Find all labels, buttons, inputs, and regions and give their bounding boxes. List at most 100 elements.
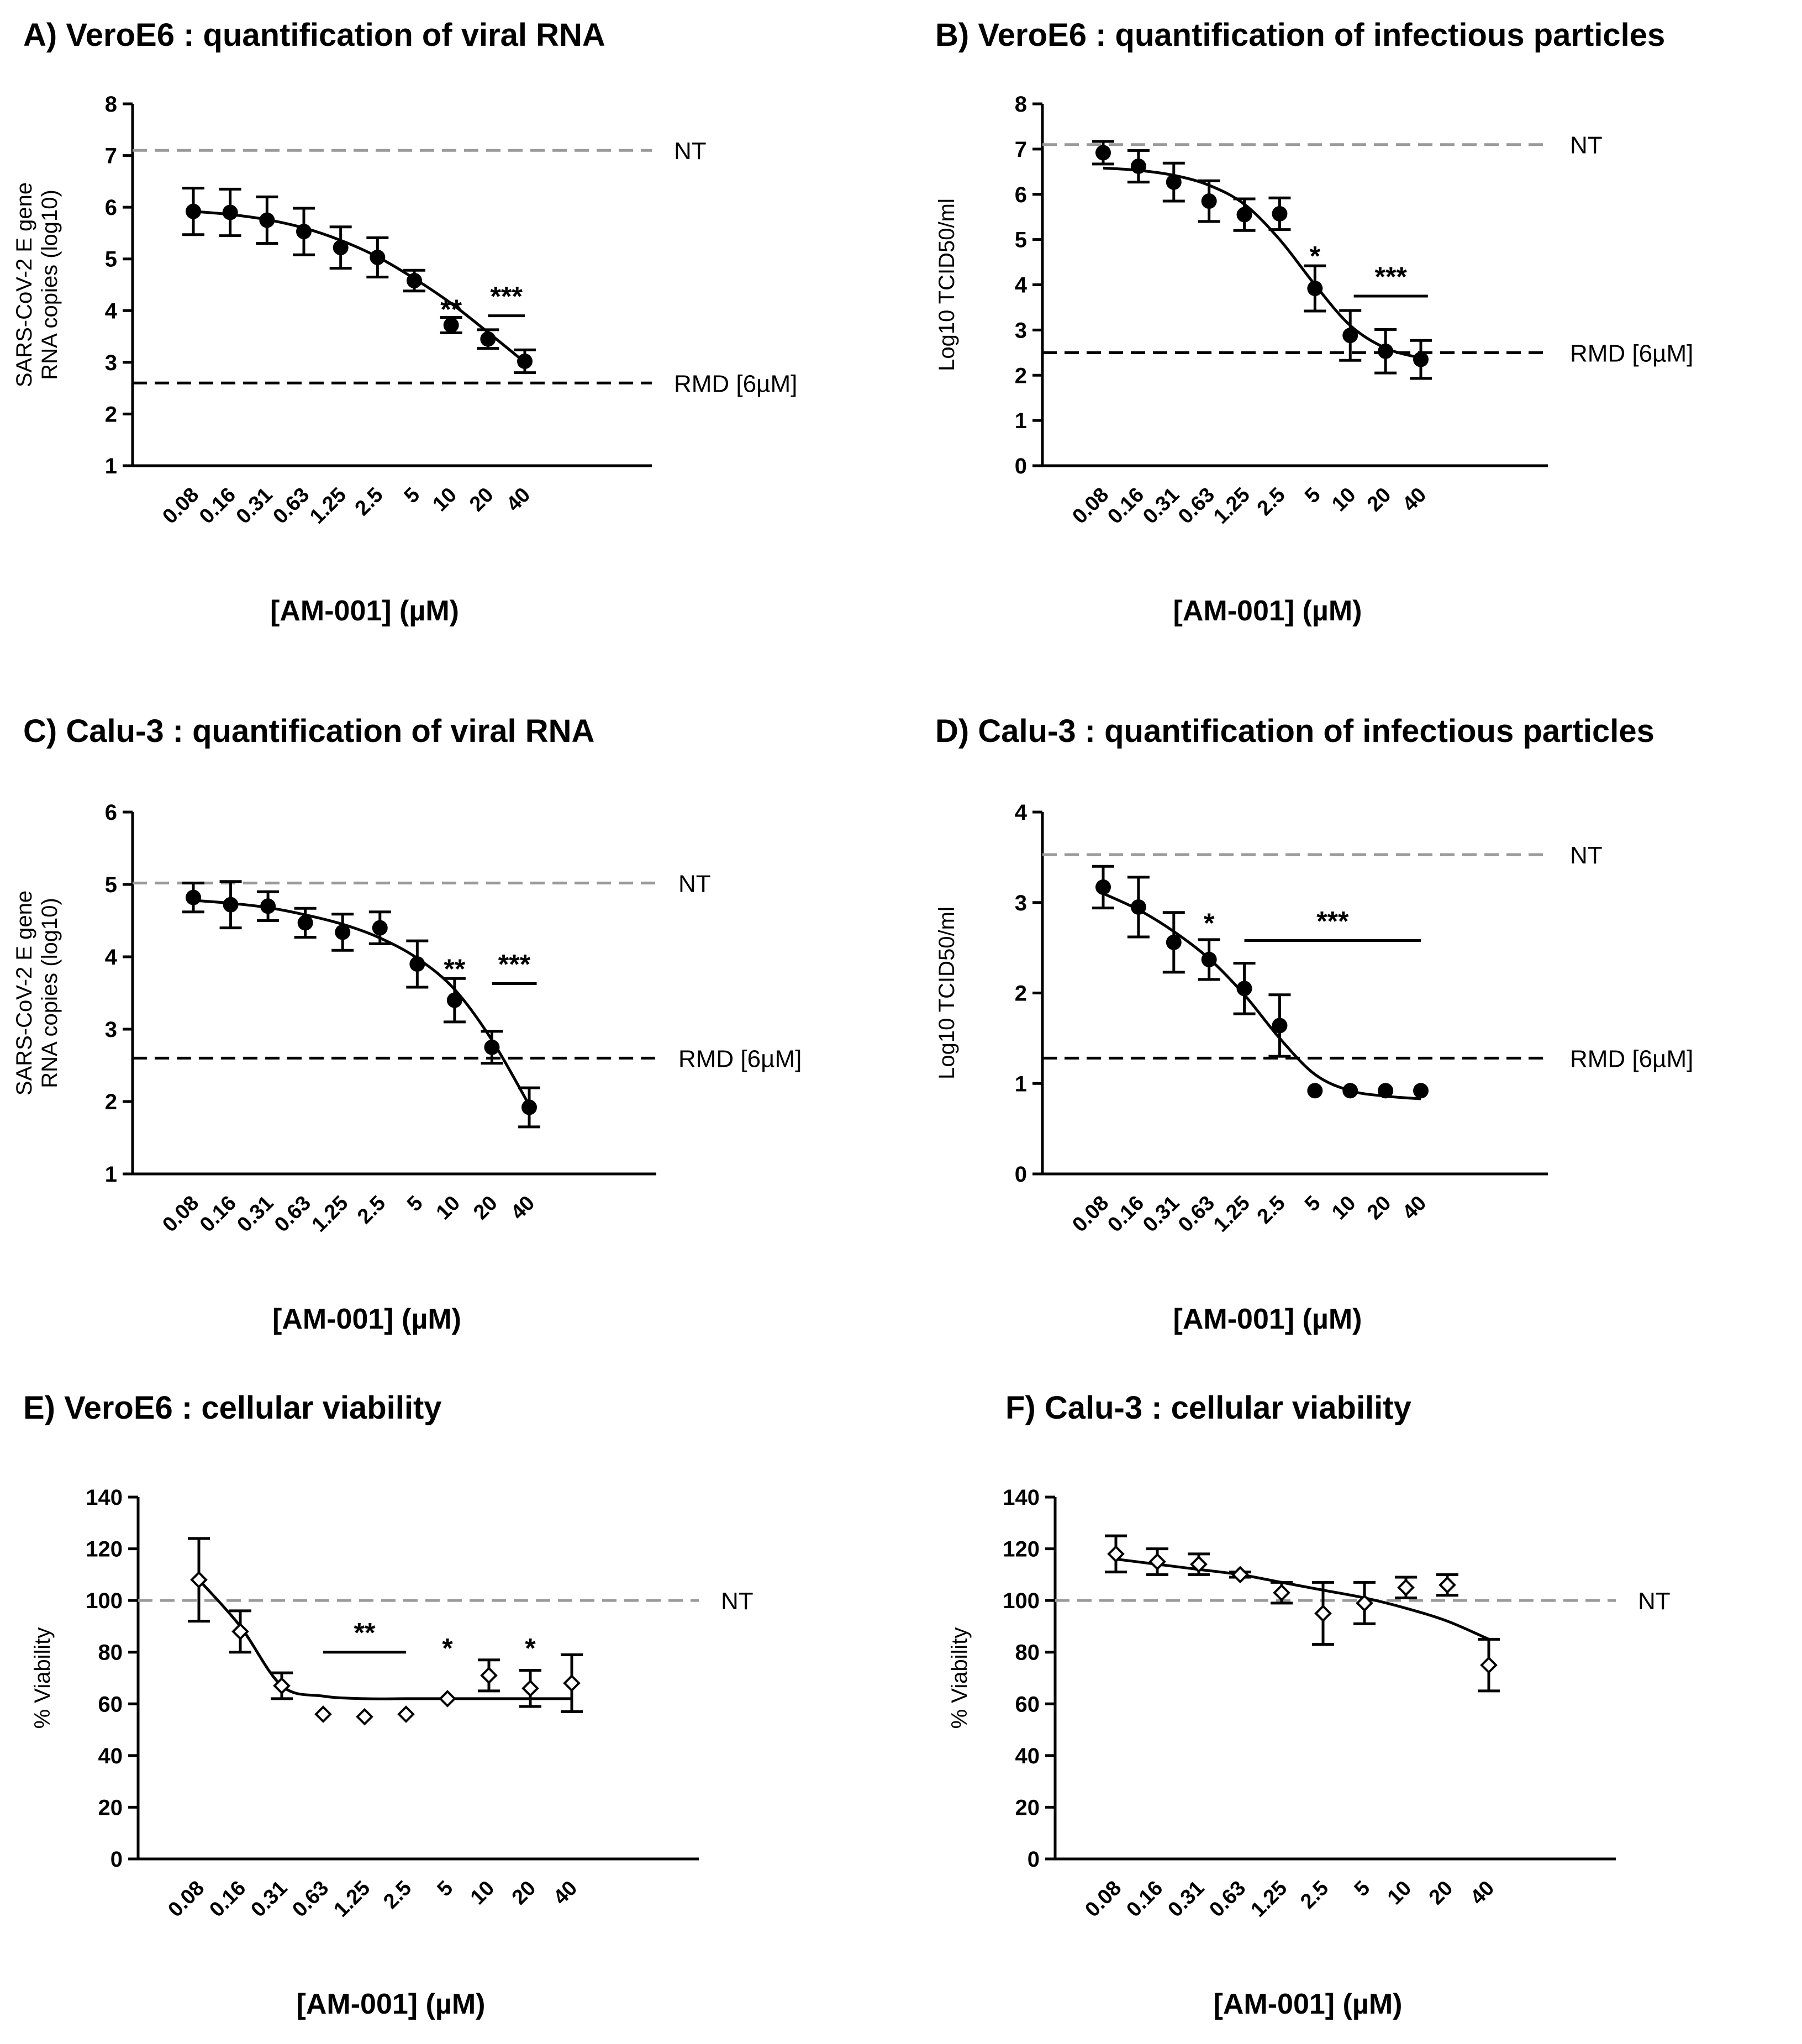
y-tick-label: 60 — [98, 1692, 123, 1716]
x-tick-label: 0.31 — [1163, 1877, 1209, 1922]
data-point — [1480, 1656, 1498, 1674]
data-point — [1314, 1604, 1332, 1622]
data-point — [517, 353, 533, 369]
y-tick-label: 100 — [1003, 1589, 1040, 1613]
y-tick-label: 5 — [1015, 228, 1027, 252]
data-point — [1107, 1545, 1125, 1563]
x-axis-label: [AM-001] (µM) — [1214, 1988, 1403, 2020]
y-axis-label: Log10 TCID50/ml — [935, 198, 959, 371]
x-tick-label: 20 — [1425, 1877, 1458, 1910]
y-tick-label: 1 — [1015, 1072, 1027, 1096]
data-point — [1231, 1566, 1249, 1584]
data-point — [1130, 158, 1146, 174]
x-tick-label: 0.16 — [1122, 1877, 1167, 1922]
significance-label: * — [1310, 240, 1321, 271]
fit-curve — [1115, 1557, 1490, 1641]
significance-label: ** — [354, 1618, 376, 1648]
y-tick-label: 0 — [110, 1847, 123, 1872]
x-tick-label: 1.25 — [1246, 1877, 1292, 1922]
y-tick-label: 5 — [105, 873, 117, 897]
panel-b-title: B) VeroE6 : quantification of infectious… — [935, 17, 1666, 53]
data-point — [446, 992, 462, 1008]
data-point — [1201, 193, 1217, 209]
data-point — [407, 273, 422, 289]
rmd-label: RMD [6µM] — [1570, 340, 1693, 367]
data-point — [186, 889, 201, 905]
data-point — [223, 897, 239, 913]
data-point — [1413, 1083, 1429, 1099]
data-point — [186, 203, 201, 219]
data-point — [190, 1571, 208, 1589]
data-point — [372, 920, 388, 936]
data-point — [296, 224, 312, 240]
data-point — [231, 1622, 249, 1641]
data-point — [1356, 1594, 1373, 1612]
y-tick-label: 4 — [1015, 273, 1028, 298]
data-point — [563, 1674, 581, 1692]
data-point — [273, 1677, 291, 1695]
data-point — [1378, 1083, 1394, 1099]
data-point — [409, 956, 425, 972]
y-axis-label: Log10 TCID50/ml — [935, 907, 959, 1079]
y-tick-label: 0 — [1015, 1162, 1027, 1187]
x-tick-label: 2.5 — [1296, 1877, 1333, 1914]
y-tick-label: 1 — [105, 1162, 117, 1187]
x-tick-label: 40 — [1466, 1877, 1499, 1910]
y-tick-label: 6 — [105, 196, 117, 220]
y-tick-label: 1 — [1015, 409, 1027, 433]
nt-label: NT — [678, 870, 711, 897]
data-point — [1397, 1578, 1415, 1597]
y-tick-label: 8 — [105, 92, 117, 117]
y-tick-label: 3 — [1015, 891, 1027, 915]
rmd-label: RMD [6µM] — [678, 1045, 802, 1072]
data-point — [1190, 1555, 1208, 1573]
panel-c-title: C) Calu-3 : quantification of viral RNA — [23, 713, 595, 749]
y-tick-label: 4 — [105, 945, 118, 970]
y-tick-label: 6 — [105, 800, 117, 825]
y-tick-label: 120 — [1003, 1537, 1040, 1562]
significance-label: ** — [440, 294, 462, 325]
data-point — [1307, 1083, 1323, 1099]
significance-label: *** — [1316, 906, 1349, 937]
data-point — [222, 204, 238, 220]
panel-e-title: E) VeroE6 : cellular viability — [23, 1390, 442, 1426]
data-point — [1413, 351, 1429, 367]
data-point — [1095, 145, 1111, 161]
fit-curve — [1103, 166, 1421, 360]
y-tick-label: 1 — [105, 454, 117, 478]
y-tick-label: 60 — [1015, 1692, 1040, 1716]
data-point — [1273, 1584, 1290, 1602]
y-tick-label: 0 — [1015, 454, 1027, 478]
data-point — [1342, 1083, 1358, 1099]
data-point — [356, 1708, 373, 1726]
significance-label: * — [525, 1633, 536, 1664]
data-point — [259, 212, 275, 228]
data-point — [1342, 328, 1358, 344]
data-point — [297, 915, 313, 931]
data-point — [1148, 1553, 1166, 1571]
significance-label: * — [442, 1633, 453, 1664]
data-point — [484, 1039, 500, 1055]
y-tick-label: 5 — [105, 247, 117, 272]
y-tick-label: 7 — [105, 144, 117, 168]
data-point — [1236, 207, 1252, 223]
x-axis-label: [AM-001] (µM) — [1173, 595, 1362, 627]
y-tick-label: 2 — [105, 1090, 117, 1114]
data-point — [521, 1679, 539, 1698]
y-tick-label: 140 — [86, 1485, 123, 1510]
y-tick-label: 40 — [1015, 1744, 1040, 1768]
fit-curve — [198, 1579, 572, 1700]
y-tick-label: 140 — [1003, 1485, 1040, 1510]
y-tick-label: 7 — [1015, 138, 1027, 162]
y-tick-label: 40 — [98, 1744, 123, 1768]
data-point — [1307, 281, 1323, 297]
panel-f-title: F) Calu-3 : cellular viability — [1005, 1390, 1411, 1426]
data-point — [260, 898, 276, 914]
data-point — [480, 1666, 498, 1684]
nt-label: NT — [1570, 132, 1603, 159]
x-axis-label: [AM-001] (µM) — [1173, 1303, 1362, 1335]
data-point — [1095, 879, 1111, 895]
